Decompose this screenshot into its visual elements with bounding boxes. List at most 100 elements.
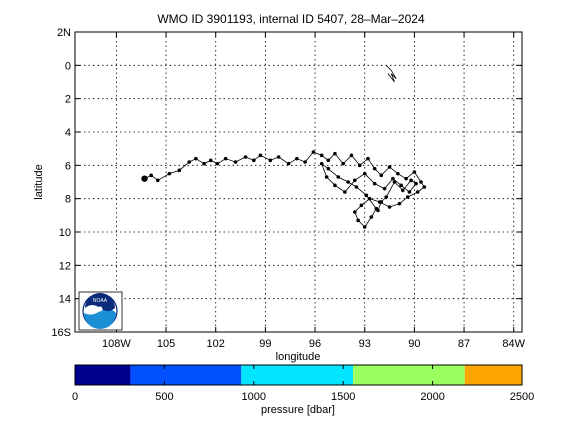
x-tick-label: 84W xyxy=(502,338,525,350)
noaa-logo: NOAA xyxy=(78,291,123,331)
track-point xyxy=(343,190,347,194)
colorbar-tick-label: 1000 xyxy=(242,391,266,403)
colorbar-frame xyxy=(74,364,523,386)
track-point xyxy=(233,160,238,164)
track-point xyxy=(379,200,384,204)
track-point xyxy=(155,178,160,183)
track-point xyxy=(295,156,299,161)
logo-text: NOAA xyxy=(93,298,108,304)
track-point xyxy=(349,153,354,158)
colorbar-band xyxy=(75,365,131,385)
plot-frame xyxy=(74,31,523,333)
track-point xyxy=(357,163,362,168)
track-point xyxy=(268,158,273,163)
track-point xyxy=(414,181,418,186)
track-point xyxy=(387,205,392,209)
track-point xyxy=(276,155,281,159)
track-point xyxy=(319,153,324,158)
small-track-line xyxy=(385,65,397,83)
track-point xyxy=(369,215,374,219)
logo-gull xyxy=(97,306,103,312)
track-point xyxy=(354,185,359,189)
y-tick-label: 6 xyxy=(65,160,71,172)
x-tick-label: 108W xyxy=(102,338,131,350)
track-point xyxy=(387,165,392,169)
track-point xyxy=(415,190,420,194)
colorbar-ticks: 0 500 1000 1500 2000 2500 xyxy=(72,365,534,403)
track-point xyxy=(194,156,198,161)
track-point xyxy=(326,158,331,163)
track-point xyxy=(187,160,192,164)
chart-title: WMO ID 3901193, internal ID 5407, 28–Mar… xyxy=(157,12,425,26)
x-axis-ticks: 108W 105 102 99 96 93 90 87 84W xyxy=(102,32,526,350)
y-tick-label: 2 xyxy=(65,94,71,106)
track-point xyxy=(407,190,412,194)
colorbar-tick-label: 2000 xyxy=(420,391,444,403)
y-axis-ticks: 2N 0 2 4 6 8 10 12 14 16S xyxy=(51,27,522,339)
track-point xyxy=(397,201,402,206)
y-tick-label: 2N xyxy=(57,27,71,39)
track-point xyxy=(326,166,331,171)
track-point xyxy=(404,176,408,181)
logo-wave xyxy=(84,308,116,329)
y-axis-label: latitude xyxy=(33,164,45,199)
track-point xyxy=(367,196,372,201)
track-point xyxy=(409,178,413,183)
track-point xyxy=(286,161,291,166)
track-point xyxy=(324,175,329,179)
track-point xyxy=(252,158,256,163)
colorbar-tick-label: 500 xyxy=(155,391,173,403)
track-point xyxy=(356,218,360,223)
y-tick-label: 10 xyxy=(59,227,71,239)
colorbar-band xyxy=(130,365,242,385)
x-tick-label: 87 xyxy=(458,338,470,350)
track-point xyxy=(167,171,172,176)
colorbar-bands xyxy=(75,365,522,385)
x-tick-label: 96 xyxy=(309,338,321,350)
track-point xyxy=(419,180,423,184)
colorbar-label: pressure [dbar] xyxy=(261,404,335,416)
track-point xyxy=(333,151,337,156)
y-tick-label: 12 xyxy=(59,260,71,272)
track-point xyxy=(382,186,387,191)
y-tick-label: 14 xyxy=(59,294,71,306)
track-start-point xyxy=(141,175,148,182)
plot-background xyxy=(75,32,522,332)
colorbar-tick-label: 1500 xyxy=(331,391,355,403)
x-tick-label: 105 xyxy=(157,338,175,350)
x-tick-label: 99 xyxy=(259,338,271,350)
y-tick-label: 4 xyxy=(65,127,71,139)
track-point xyxy=(399,183,403,188)
track-point xyxy=(303,160,307,164)
track-point xyxy=(362,171,367,176)
track-point xyxy=(258,153,263,158)
track-point xyxy=(376,208,380,213)
track-point xyxy=(405,195,410,199)
track-point xyxy=(412,170,417,174)
track-point xyxy=(396,171,400,176)
track-point xyxy=(149,173,153,178)
y-tick-label: 8 xyxy=(65,194,71,206)
x-axis-label: longitude xyxy=(276,351,321,363)
track-point xyxy=(362,225,367,229)
plot-area: 108W 105 102 99 96 93 90 87 84W 2N 0 2 4 6 8 10 12 14 16S xyxy=(51,27,525,350)
track-point xyxy=(384,195,389,199)
colorbar-tick-label: 0 xyxy=(72,391,78,403)
track-point xyxy=(336,175,341,179)
track-point xyxy=(364,193,369,198)
y-tick-label: 0 xyxy=(65,60,71,72)
track-point xyxy=(372,181,377,186)
track-point xyxy=(223,156,228,161)
small-track xyxy=(385,65,397,83)
x-tick-label: 102 xyxy=(207,338,225,350)
track-point xyxy=(391,176,395,181)
track-point xyxy=(346,180,350,184)
track-point xyxy=(208,158,213,163)
track-point xyxy=(422,185,427,189)
track-point xyxy=(401,188,405,193)
track-point xyxy=(341,161,346,166)
grid xyxy=(75,31,522,333)
float-track xyxy=(141,150,427,229)
track-point xyxy=(243,155,248,159)
track-point xyxy=(359,203,364,208)
